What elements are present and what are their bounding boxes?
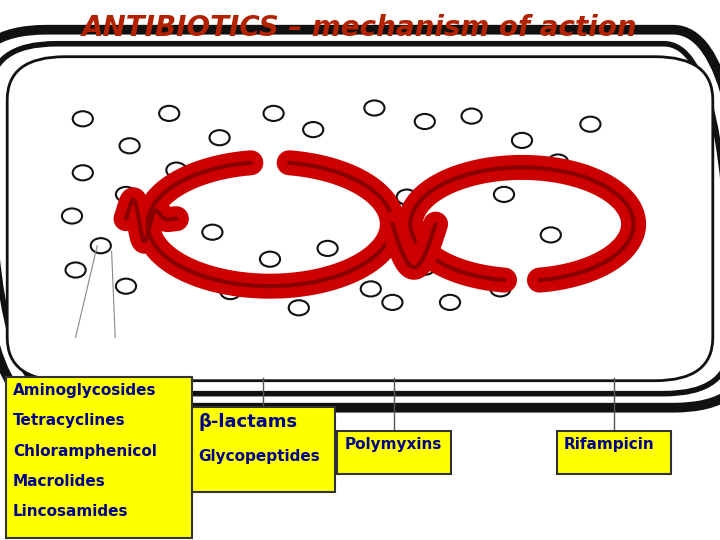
Text: Tetracyclines: Tetracyclines <box>13 414 125 428</box>
Text: Rifampicin: Rifampicin <box>564 437 654 453</box>
Text: Polymyxins: Polymyxins <box>344 437 441 453</box>
Text: Lincosamides: Lincosamides <box>13 504 128 518</box>
FancyBboxPatch shape <box>557 431 671 474</box>
FancyBboxPatch shape <box>6 377 192 538</box>
Text: Macrolides: Macrolides <box>13 474 106 489</box>
FancyBboxPatch shape <box>337 431 451 474</box>
Text: ANTIBIOTICS – mechanism of action: ANTIBIOTICS – mechanism of action <box>82 14 638 42</box>
Text: β-lactams: β-lactams <box>199 413 298 431</box>
Text: Chloramphenicol: Chloramphenicol <box>13 443 157 458</box>
FancyBboxPatch shape <box>7 57 713 381</box>
FancyBboxPatch shape <box>192 407 335 492</box>
Text: Aminoglycosides: Aminoglycosides <box>13 383 156 399</box>
Text: Glycopeptides: Glycopeptides <box>199 449 320 464</box>
